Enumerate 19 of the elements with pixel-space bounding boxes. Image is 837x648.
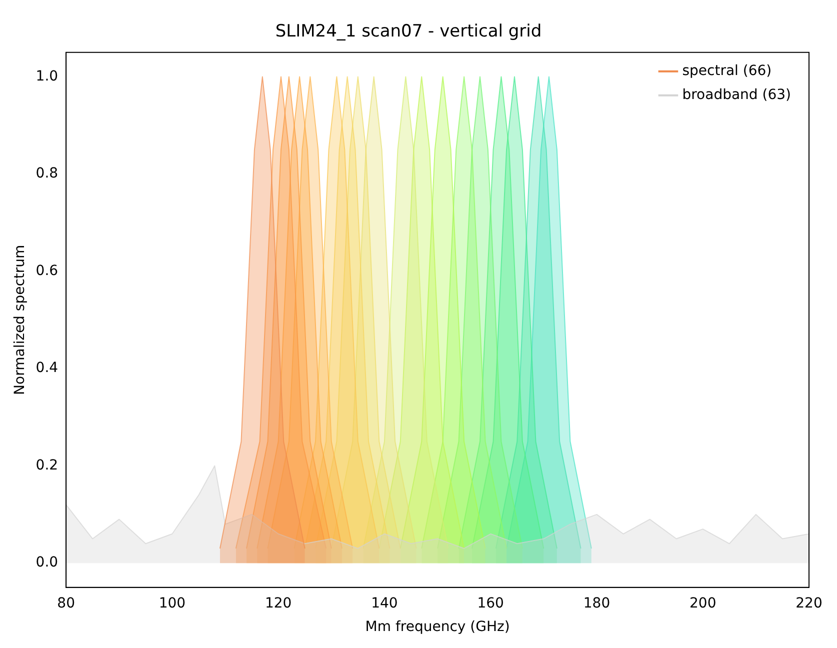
x-tick-label: 200 — [690, 595, 716, 612]
y-tick-label: 0.0 — [36, 554, 58, 571]
y-tick-label: 0.2 — [36, 457, 58, 474]
y-tick-label: 0.8 — [36, 166, 58, 182]
x-tick-label: 180 — [583, 595, 610, 612]
x-axis-title: Mm frequency (GHz) — [365, 619, 510, 636]
x-tick-label: 140 — [371, 595, 398, 612]
legend-label: spectral (66) — [682, 63, 772, 80]
x-tick-label: 120 — [264, 595, 292, 612]
y-tick-label: 0.6 — [36, 262, 58, 279]
x-tick-label: 220 — [796, 595, 822, 612]
x-tick-label: 80 — [57, 595, 75, 612]
x-tick-label: 100 — [158, 595, 186, 612]
y-tick-label: 1.0 — [36, 68, 58, 84]
x-tick-label: 160 — [477, 595, 504, 612]
y-axis-title: Normalized spectrum — [12, 244, 28, 395]
y-tick-label: 0.4 — [36, 360, 58, 376]
legend-label: broadband (63) — [682, 87, 791, 104]
chart-title: SLIM24_1 scan07 - vertical grid — [275, 22, 542, 42]
